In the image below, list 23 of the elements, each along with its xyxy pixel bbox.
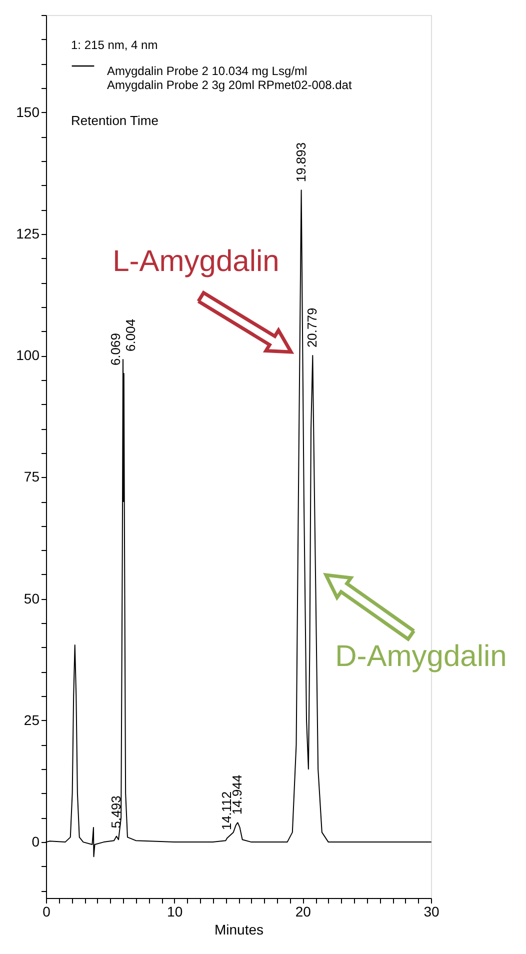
- y-tick-label: 100: [16, 347, 40, 364]
- annotation: Retention Time: [71, 113, 158, 128]
- legend-title: 1: 215 nm, 4 nm: [71, 38, 158, 52]
- y-tick-label: 0: [32, 834, 40, 850]
- x-tick-label: 0: [42, 904, 51, 920]
- x-tick-label: 30: [424, 904, 440, 920]
- y-tick-label: 25: [24, 712, 40, 728]
- annotation: 19.893: [293, 142, 308, 182]
- annotation: 5.493: [108, 796, 124, 828]
- legend-label: Amygdalin Probe 2 10.034 mg Lsg/ml Amygdalin Probe 2 3g 20ml RPmet02-008.dat: [107, 64, 352, 92]
- y-tick-label: 150: [16, 104, 40, 120]
- annotation: 20.779: [304, 308, 320, 348]
- x-tick-label: 10: [167, 904, 183, 920]
- y-tick-label: 125: [16, 225, 40, 242]
- annotation: D-Amygdalin: [335, 640, 507, 673]
- annotation: L-Amygdalin: [112, 245, 280, 278]
- annotation: 6.069: [108, 333, 123, 366]
- y-tick-label: 75: [24, 468, 40, 485]
- annotation: 6.004: [123, 318, 138, 352]
- x-tick-label: 20: [295, 904, 312, 920]
- annotation: 14.944: [230, 774, 245, 815]
- y-tick-label: 50: [24, 590, 40, 606]
- x-axis-title: Minutes: [214, 922, 264, 938]
